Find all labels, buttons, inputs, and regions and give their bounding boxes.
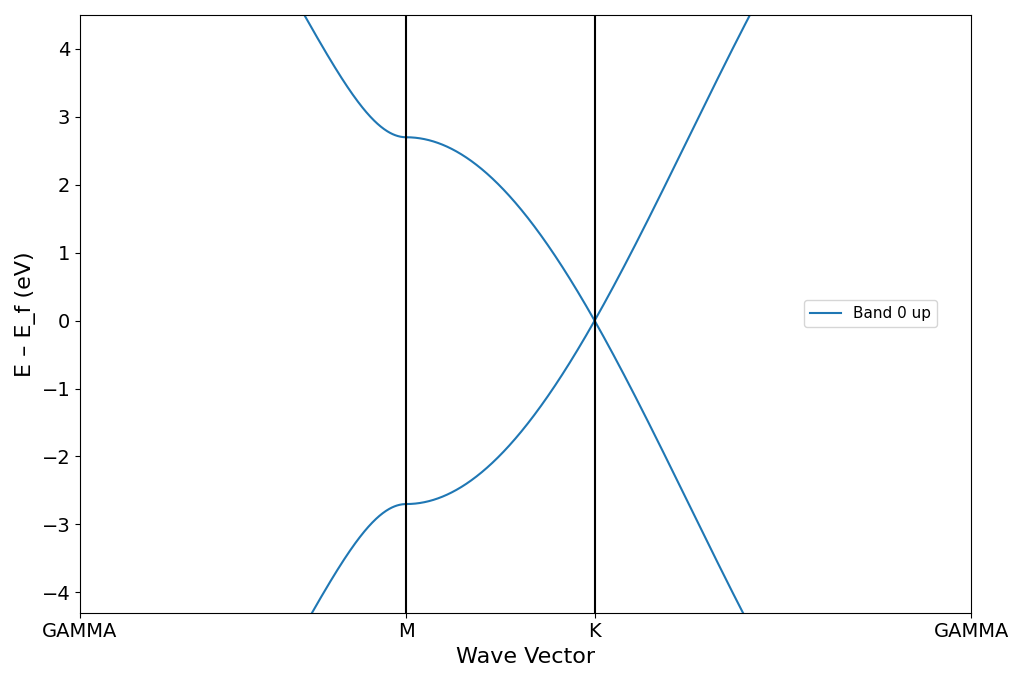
X-axis label: Wave Vector: Wave Vector xyxy=(456,647,595,667)
Y-axis label: E – E_f (eV): E – E_f (eV) xyxy=(15,251,36,376)
Legend: Band 0 up: Band 0 up xyxy=(804,300,937,327)
